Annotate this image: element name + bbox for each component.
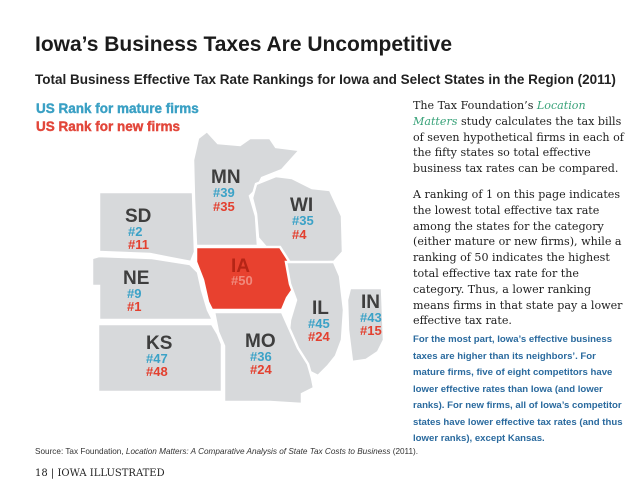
state-il [284,260,346,378]
page-title: Iowa’s Business Taxes Are Uncompetitive [35,33,453,56]
state-ne-new-rank: #1 [127,299,141,314]
state-il-label: IL [312,298,329,319]
state-mn-label: MN [211,167,241,188]
summary-note: For the most part, Iowa’s effective busi… [413,334,623,444]
state-sd-new-rank: #11 [128,237,149,252]
explanation-text: The Tax Foundation’s Location Matters st… [413,98,625,339]
state-ks-label: KS [146,333,172,354]
map-legend: US Rank for mature firms US Rank for new… [36,100,199,136]
state-mn-mature-rank: #39 [213,185,235,200]
state-mo-new-rank: #24 [250,362,272,377]
state-wi-label: WI [290,195,313,216]
state-sd [97,190,197,264]
state-in-new-rank: #15 [360,323,382,338]
state-wi-new-rank: #4 [292,227,307,242]
state-sd-label: SD [125,206,151,227]
state-ia-mature-rank: #50 [231,273,253,288]
state-ks-new-rank: #48 [146,364,168,379]
state-ia-label: IA [231,256,250,277]
state-ne-label: NE [123,268,149,289]
source-citation: Source: Tax Foundation, Location Matters… [35,447,419,456]
location-matters-title: Location Matters [413,99,586,128]
explanation-paragraph-1: The Tax Foundation’s Location Matters st… [413,99,624,176]
state-in [345,286,386,364]
source-study-title: Location Matters: A Comparative Analysis… [125,447,391,456]
page-footer: 18 | IOWA ILLUSTRATED [35,468,165,479]
state-ne [90,254,216,322]
state-ne-mature-rank: #9 [127,286,141,301]
state-wi [250,174,345,266]
state-il-mature-rank: #45 [308,316,330,331]
state-ia [194,245,300,312]
legend-new-firms: US Rank for new firms [36,119,181,134]
page-subtitle: Total Business Effective Tax Rate Rankin… [35,72,616,87]
state-mo-label: MO [245,331,276,352]
state-mo [212,310,316,406]
state-ks-mature-rank: #47 [146,351,168,366]
legend-mature-firms: US Rank for mature firms [36,101,199,116]
state-in-label: IN [361,292,380,313]
state-mo-mature-rank: #36 [250,349,272,364]
state-mn-new-rank: #35 [213,199,235,214]
state-sd-mature-rank: #2 [128,224,142,239]
state-in-mature-rank: #43 [360,310,382,325]
state-il-new-rank: #24 [308,329,330,344]
state-wi-mature-rank: #35 [292,213,314,228]
explanation-paragraph-2: A ranking of 1 on this page indicates th… [413,187,623,328]
